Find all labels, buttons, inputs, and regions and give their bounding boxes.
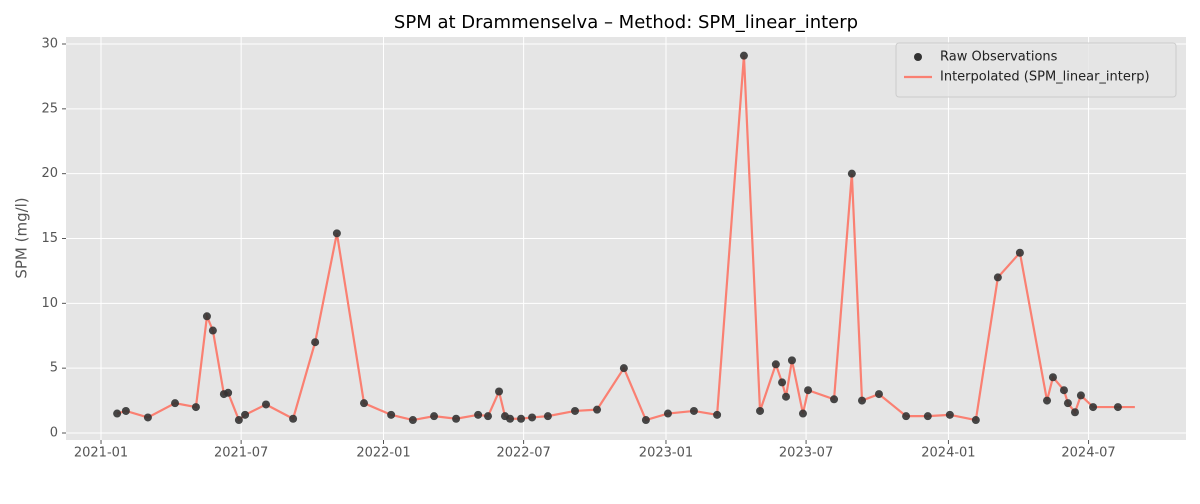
data-point (517, 414, 526, 423)
data-point (1059, 386, 1068, 395)
data-point (234, 416, 243, 425)
data-point (528, 413, 537, 422)
data-point (663, 409, 672, 418)
data-point (121, 406, 130, 415)
data-point (641, 416, 650, 425)
x-tick-label: 2023-01 (639, 446, 693, 461)
data-point (171, 399, 180, 408)
data-point (1063, 399, 1072, 408)
x-tick-label: 2022-01 (356, 446, 410, 461)
y-tick-label: 25 (41, 101, 58, 116)
x-tick-label: 2022-07 (496, 446, 550, 461)
data-point (756, 406, 765, 415)
data-point (593, 405, 602, 414)
data-point (408, 416, 417, 425)
data-point (360, 399, 369, 408)
data-point (332, 229, 341, 238)
data-point (945, 410, 954, 419)
data-point (923, 412, 932, 421)
data-point (484, 412, 493, 421)
data-point (452, 414, 461, 423)
legend-label: Interpolated (SPM_linear_interp) (940, 70, 1150, 85)
data-point (224, 388, 233, 397)
data-point (571, 406, 580, 415)
data-point (1048, 373, 1057, 382)
x-tick-label: 2024-01 (921, 446, 975, 461)
data-point (208, 326, 217, 335)
data-point (993, 273, 1002, 282)
y-tick-label: 20 (41, 166, 58, 181)
y-tick-label: 5 (50, 361, 58, 376)
data-point (191, 403, 200, 412)
y-axis-label: SPM (mg/l) (13, 197, 31, 278)
data-point (474, 410, 483, 419)
legend-label: Raw Observations (940, 50, 1058, 65)
y-tick-label: 15 (41, 231, 58, 246)
data-point (847, 169, 856, 178)
data-point (1043, 396, 1052, 405)
y-tick-label: 30 (41, 37, 58, 52)
data-point (713, 410, 722, 419)
data-point (902, 412, 911, 421)
data-point (1015, 248, 1024, 257)
legend-box (895, 42, 1177, 98)
data-point (506, 414, 515, 423)
data-point (1076, 391, 1085, 400)
data-point (143, 413, 152, 422)
data-point (787, 356, 796, 365)
chart-title: SPM at Drammenselva – Method: SPM_linear… (394, 12, 858, 33)
data-point (1070, 408, 1079, 417)
data-point (1113, 403, 1122, 412)
data-point (798, 409, 807, 418)
data-point (782, 392, 791, 401)
data-point (830, 395, 839, 404)
data-point (241, 410, 250, 419)
data-point (739, 51, 748, 60)
data-point (311, 338, 320, 347)
data-point (771, 360, 780, 369)
data-point (113, 409, 122, 418)
data-point (971, 416, 980, 425)
data-point (804, 386, 813, 395)
data-point (858, 396, 867, 405)
data-point (430, 412, 439, 421)
y-tick-label: 0 (50, 425, 58, 440)
y-tick-label: 10 (41, 296, 58, 311)
x-tick-label: 2024-07 (1061, 446, 1115, 461)
data-point (1089, 403, 1098, 412)
x-tick-label: 2021-07 (214, 446, 268, 461)
legend-swatch (914, 53, 922, 61)
data-point (778, 378, 787, 387)
data-point (495, 387, 504, 396)
data-point (261, 400, 270, 409)
x-tick-label: 2021-01 (74, 446, 128, 461)
data-point (289, 414, 298, 423)
x-tick-label: 2023-07 (779, 446, 833, 461)
data-point (387, 410, 396, 419)
data-point (543, 412, 552, 421)
data-point (689, 406, 698, 415)
data-point (619, 364, 628, 373)
data-point (874, 390, 883, 399)
data-point (202, 312, 211, 321)
